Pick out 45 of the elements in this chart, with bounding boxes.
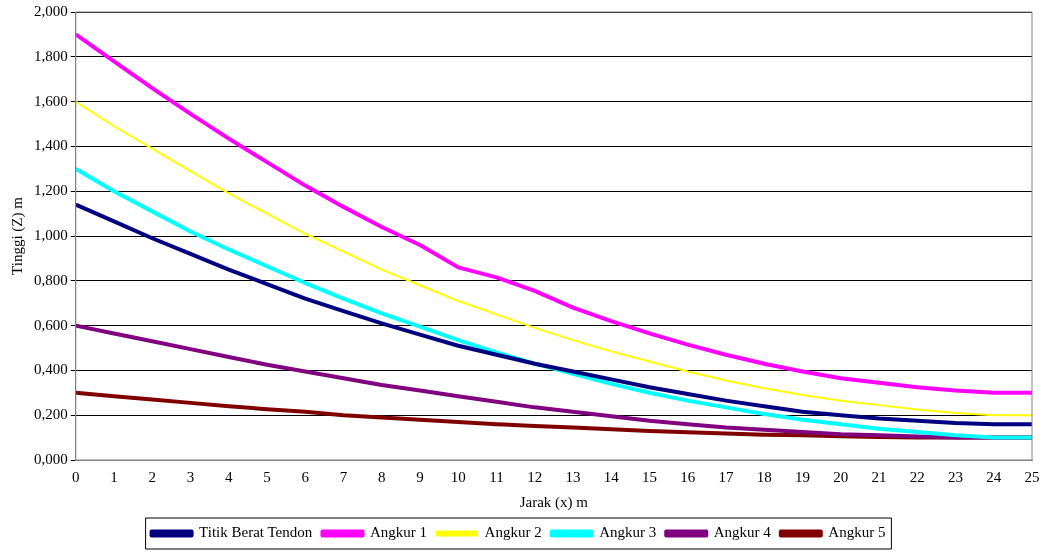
x-tick-label: 19	[795, 468, 810, 485]
x-tick-label: 17	[718, 468, 734, 485]
legend-label: Angkur 1	[370, 524, 428, 541]
x-tick-label: 22	[909, 468, 925, 485]
legend-label: Titik Berat Tendon	[199, 524, 313, 541]
y-tick-label: 1,400	[34, 137, 68, 154]
x-tick-label: 0	[72, 468, 80, 485]
x-axis-title: Jarak (x) m	[519, 493, 589, 511]
x-tick-label: 15	[642, 468, 657, 485]
y-tick-label: 0,400	[34, 361, 68, 378]
x-tick-label: 18	[756, 468, 772, 485]
x-tick-label: 25	[1024, 468, 1040, 485]
x-tick-label: 20	[833, 468, 849, 485]
x-tick-label: 14	[603, 468, 620, 485]
y-tick-label: 1,200	[34, 182, 68, 199]
x-tick-label: 24	[986, 468, 1002, 485]
y-tick-label: 0,200	[34, 406, 68, 423]
x-tick-label: 16	[680, 468, 696, 485]
y-tick-label: 1,000	[34, 226, 68, 243]
x-tick-label: 23	[948, 468, 963, 485]
legend-label: Angkur 5	[828, 524, 886, 541]
y-tick-label: 2,000	[34, 2, 68, 19]
y-tick-label: 0,000	[34, 450, 68, 467]
x-tick-label: 2	[148, 468, 156, 485]
x-tick-label: 3	[186, 468, 195, 485]
x-tick-label: 4	[225, 468, 233, 485]
legend-label: Angkur 3	[599, 524, 657, 541]
x-tick-label: 7	[339, 468, 348, 485]
x-tick-label: 6	[301, 468, 310, 485]
x-tick-label: 12	[527, 468, 543, 485]
legend-label: Angkur 4	[713, 524, 772, 541]
y-tick-label: 1,600	[34, 92, 68, 109]
y-tick-label: 0,600	[34, 316, 68, 333]
y-tick-label: 0,800	[34, 271, 68, 288]
x-tick-label: 21	[871, 468, 887, 485]
x-tick-label: 8	[378, 468, 386, 485]
x-tick-label: 1	[110, 468, 118, 485]
y-tick-label: 1,800	[34, 47, 68, 64]
x-tick-label: 11	[489, 468, 504, 485]
x-tick-label: 10	[450, 468, 466, 485]
legend-label: Angkur 2	[484, 524, 542, 541]
x-tick-label: 13	[565, 468, 581, 485]
y-axis-title: Tinggi (Z) m	[8, 196, 26, 275]
x-tick-label: 9	[416, 468, 424, 485]
x-tick-label: 5	[263, 468, 271, 485]
